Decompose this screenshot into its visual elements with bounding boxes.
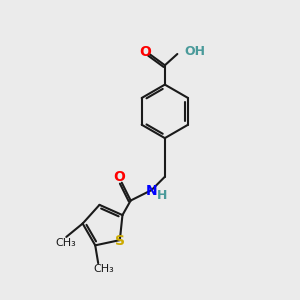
Text: CH₃: CH₃	[93, 264, 114, 274]
Text: S: S	[115, 234, 125, 248]
Text: CH₃: CH₃	[55, 238, 76, 248]
Text: N: N	[146, 184, 157, 198]
Text: O: O	[140, 45, 152, 58]
Text: H: H	[157, 189, 167, 202]
Text: O: O	[113, 170, 125, 184]
Text: OH: OH	[185, 45, 206, 58]
